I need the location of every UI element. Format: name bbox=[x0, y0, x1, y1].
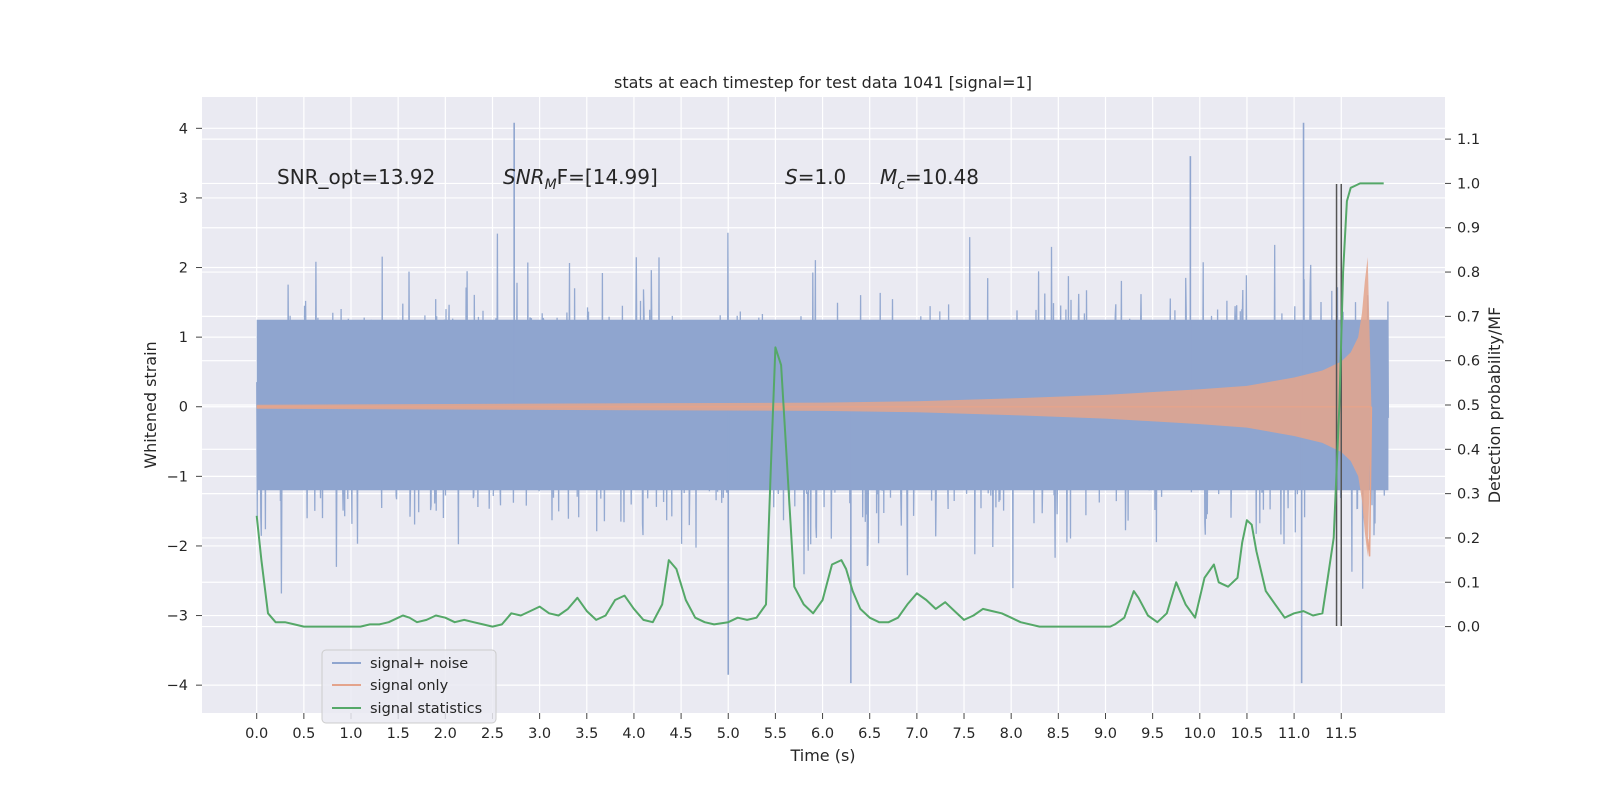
legend-label-noise: signal+ noise bbox=[370, 656, 468, 672]
x-tick-label: 0.5 bbox=[292, 726, 315, 742]
x-tick-label: 6.0 bbox=[811, 726, 834, 742]
y-axis-label: Whitened strain bbox=[141, 341, 160, 468]
y2-tick-label: 1.0 bbox=[1457, 176, 1480, 192]
y2-axis-label: Detection probability/MF bbox=[1485, 307, 1504, 504]
y2-tick-label: 0.3 bbox=[1457, 487, 1480, 503]
y-tick-label: −4 bbox=[167, 678, 188, 694]
chart-title: stats at each timestep for test data 104… bbox=[614, 73, 1032, 92]
y-tick-label: −3 bbox=[167, 609, 188, 625]
annotation-s: S=1.0 bbox=[785, 165, 846, 189]
y-tick-label: 4 bbox=[179, 121, 188, 137]
y-tick-label: 1 bbox=[179, 330, 188, 346]
x-tick-label: 9.0 bbox=[1094, 726, 1117, 742]
x-tick-label: 7.0 bbox=[905, 726, 928, 742]
y-tick-label: −2 bbox=[167, 539, 188, 555]
legend-box bbox=[321, 649, 497, 724]
y-tick-label: 0 bbox=[179, 400, 188, 416]
y2-tick-label: 0.1 bbox=[1457, 575, 1480, 591]
annotation-snr-mf-sub: M bbox=[545, 177, 557, 193]
x-tick-label: 4.0 bbox=[622, 726, 645, 742]
y2-tick-label: 0.7 bbox=[1457, 309, 1480, 325]
legend-label-signal: signal only bbox=[370, 678, 449, 694]
x-tick-label: 5.0 bbox=[717, 726, 740, 742]
signal-only-series bbox=[256, 257, 1373, 557]
y2-tick-label: 0.5 bbox=[1457, 398, 1480, 414]
annotation-mc-val: =10.48 bbox=[905, 165, 979, 189]
annotation-mc-var: M bbox=[880, 165, 897, 189]
x-tick-label: 4.5 bbox=[670, 726, 693, 742]
y-tick-label: −1 bbox=[167, 469, 188, 485]
vertical-markers bbox=[1335, 184, 1343, 626]
x-tick-label: 3.0 bbox=[528, 726, 551, 742]
annotation-snr-mf: SNRMF=[14.99] bbox=[503, 165, 658, 193]
annotation-s-val: =1.0 bbox=[798, 165, 847, 189]
x-axis-ticks: 0.0 0.5 1.0 1.5 2.0 2.5 3.0 3.5 4.0 4.5 5.0 5.5 6.0 6… bbox=[245, 713, 1357, 742]
x-tick-label: 10.5 bbox=[1231, 726, 1263, 742]
x-tick-label: 8.0 bbox=[1000, 726, 1023, 742]
signal-statistics-line bbox=[255, 182, 1384, 628]
signal-only-tail bbox=[1366, 406, 1373, 557]
y-tick-label: 3 bbox=[179, 191, 188, 207]
x-axis-label: Time (s) bbox=[789, 746, 855, 765]
x-tick-label: 2.0 bbox=[434, 726, 457, 742]
x-tick-label: 2.5 bbox=[481, 726, 504, 742]
annotation-mc: Mc=10.48 bbox=[880, 165, 979, 193]
y2-tick-label: 0.8 bbox=[1457, 265, 1480, 281]
annotation-mc-sub: c bbox=[897, 177, 905, 193]
x-tick-label: 1.5 bbox=[387, 726, 410, 742]
y2-tick-label: 0.4 bbox=[1457, 442, 1480, 458]
y2-tick-label: 1.1 bbox=[1457, 132, 1480, 148]
y2-tick-label: 0.9 bbox=[1457, 221, 1480, 237]
signal-statistics-series bbox=[255, 182, 1384, 628]
x-tick-label: 3.5 bbox=[575, 726, 598, 742]
annotation-snr-opt: SNR_opt=13.92 bbox=[277, 165, 435, 189]
annotation-snr-mf-tail: F=[14.99] bbox=[557, 165, 658, 189]
y-tick-label: 2 bbox=[179, 261, 188, 277]
x-tick-label: 7.5 bbox=[952, 726, 975, 742]
legend: signal+ noise signal only signal statist… bbox=[321, 649, 497, 724]
y2-tick-label: 0.2 bbox=[1457, 531, 1480, 547]
y2-tick-label: 0.0 bbox=[1457, 620, 1480, 636]
annotation-s-var: S bbox=[785, 165, 798, 189]
y-axis-ticks: −4 −3 −2 −1 0 1 2 3 4 bbox=[167, 121, 202, 694]
x-tick-label: 5.5 bbox=[764, 726, 787, 742]
x-tick-label: 9.5 bbox=[1141, 726, 1164, 742]
x-tick-label: 0.0 bbox=[245, 726, 268, 742]
annotation-snr-mf-base: SNR bbox=[503, 165, 545, 189]
annotations: SNR_opt=13.92 SNRMF=[14.99] S=1.0 Mc=10.… bbox=[277, 165, 979, 193]
x-tick-label: 8.5 bbox=[1047, 726, 1070, 742]
x-tick-label: 6.5 bbox=[858, 726, 881, 742]
x-tick-label: 11.5 bbox=[1325, 726, 1357, 742]
y2-axis-ticks: 0.0 0.1 0.2 0.3 0.4 0.5 0.6 0.7 0.8 0.9 1.0 1.1 bbox=[1445, 132, 1480, 636]
x-tick-label: 11.0 bbox=[1278, 726, 1310, 742]
x-tick-label: 10.0 bbox=[1184, 726, 1216, 742]
legend-label-stats: signal statistics bbox=[370, 701, 482, 717]
x-tick-label: 1.0 bbox=[339, 726, 362, 742]
y2-tick-label: 0.6 bbox=[1457, 354, 1480, 370]
